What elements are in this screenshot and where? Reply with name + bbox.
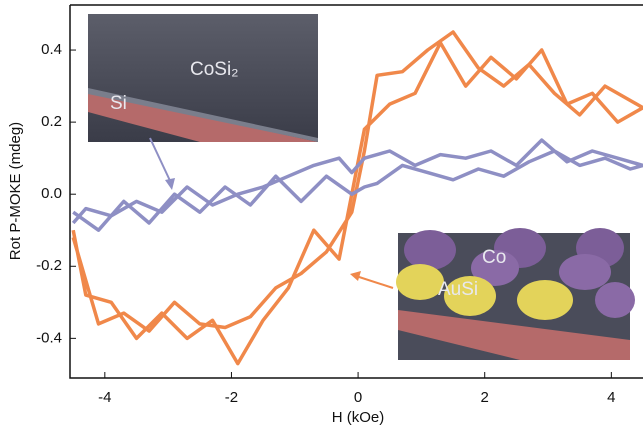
arrow — [356, 276, 393, 288]
y-axis-label: Rot P-MOKE (mdeg) — [7, 122, 24, 260]
page: {"chart_data":{"type":"line","x_label":"… — [0, 0, 643, 436]
y-tick-label: -0.2 — [36, 257, 62, 274]
x-tick-label: -4 — [98, 389, 111, 406]
arrow-head — [350, 271, 361, 281]
y-tick-label: -0.4 — [36, 329, 62, 346]
inset-label: CoSi₂ — [190, 59, 239, 80]
y-tick-label: 0.2 — [41, 113, 62, 130]
x-axis-label: H (kOe) — [332, 409, 385, 426]
arrow — [150, 138, 172, 185]
x-tick-label: 0 — [354, 389, 362, 406]
inset-label: Si — [110, 93, 127, 114]
inset-bottom: Co AuSi — [396, 228, 635, 360]
y-tick-label: 0.0 — [41, 185, 62, 202]
y-tick-label: 0.4 — [41, 41, 62, 58]
x-tick-label: 2 — [481, 389, 489, 406]
inset-top: CoSi₂ Si — [88, 14, 318, 142]
x-tick-label: 4 — [607, 389, 615, 406]
arrow-head — [165, 178, 175, 190]
inset-label: Co — [482, 247, 506, 268]
inset-label: AuSi — [438, 279, 478, 300]
x-tick-label: -2 — [225, 389, 238, 406]
chart: CoSi₂ Si Co AuSi H (kOe) Rot P-MOKE (mde… — [0, 0, 643, 436]
